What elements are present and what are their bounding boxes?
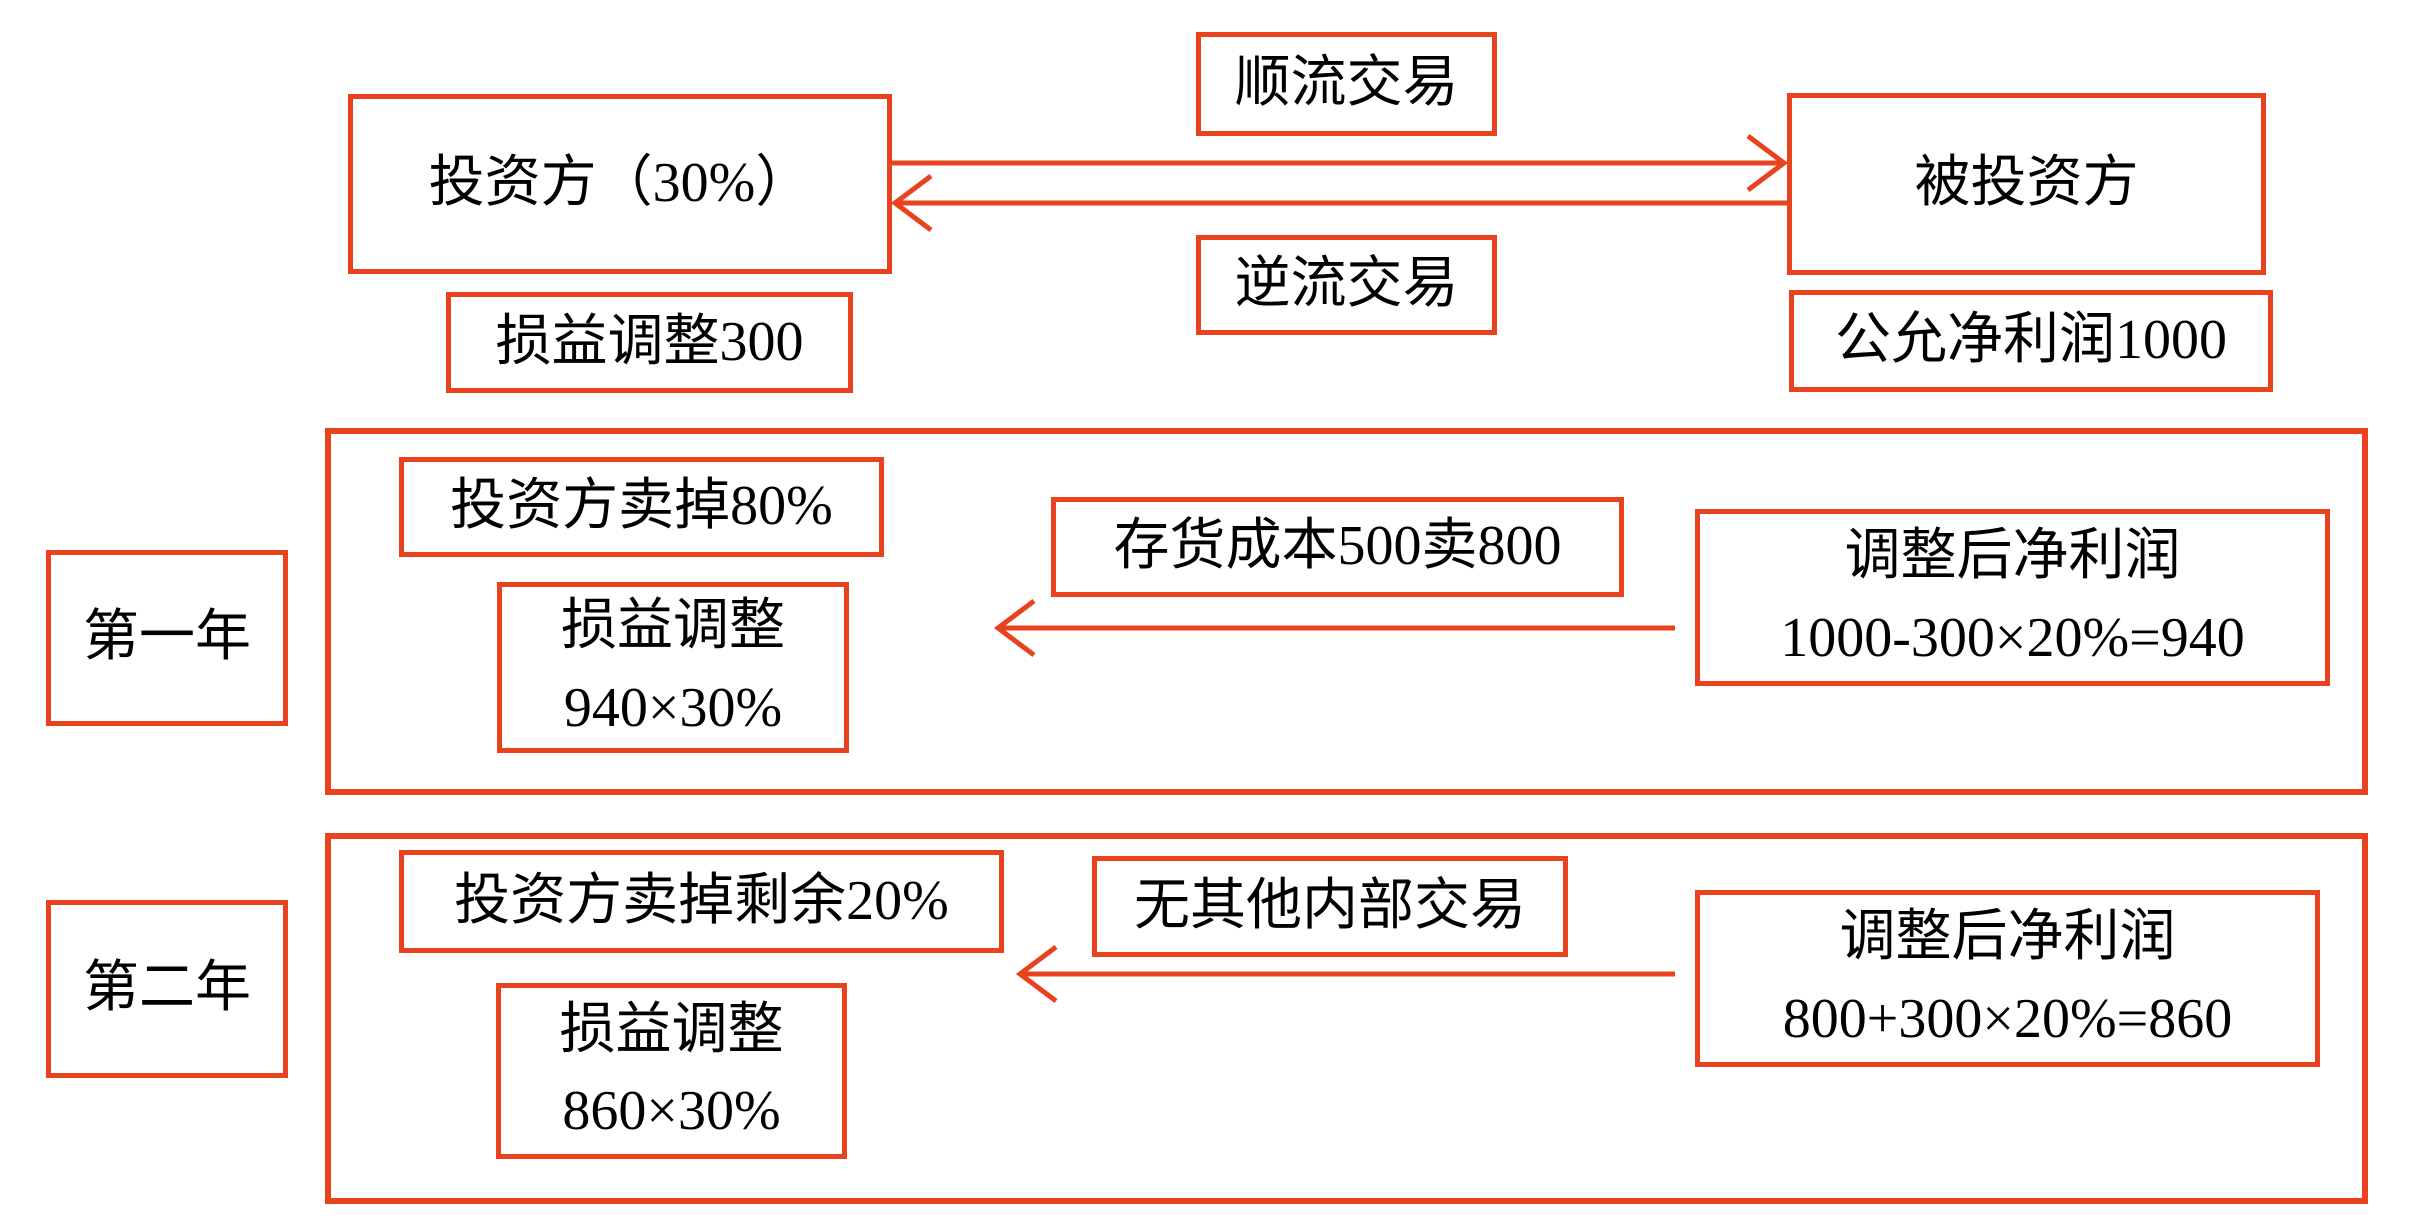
year2-net-profit-box: 调整后净利润 800+300×20%=860 (1695, 890, 2320, 1067)
year1-transaction-label: 存货成本500卖800 (1113, 515, 1562, 578)
investor-adjustment-note: 损益调整300 (495, 310, 804, 373)
year2-transaction-label: 无其他内部交易 (1134, 874, 1526, 937)
year2-transaction-box: 无其他内部交易 (1092, 856, 1568, 957)
year2-label-box: 第二年 (46, 900, 288, 1078)
year2-adjustment-line2: 860×30% (562, 1080, 781, 1142)
year1-sell-box: 投资方卖掉80% (399, 457, 884, 557)
investee-fair-profit-note: 公允净利润1000 (1835, 309, 2227, 372)
year1-net-profit-box: 调整后净利润 1000-300×20%=940 (1695, 509, 2330, 686)
year1-transaction-box: 存货成本500卖800 (1051, 497, 1624, 597)
year1-adjustment-line2: 940×30% (563, 676, 783, 739)
year1-net-profit-line2: 1000-300×20%=940 (1780, 606, 2245, 669)
year1-container (325, 428, 2368, 795)
year2-net-profit-line1: 调整后净利润 (1839, 906, 2176, 969)
year1-sell-label: 投资方卖掉80% (450, 475, 833, 538)
year1-adjustment-line1: 损益调整 (561, 595, 785, 658)
investee-fair-profit-note-box: 公允净利润1000 (1789, 290, 2273, 392)
year2-adjustment-line1: 损益调整 (559, 998, 784, 1061)
downstream-arrow (892, 134, 1789, 192)
upstream-transaction-label-box: 逆流交易 (1196, 235, 1497, 335)
year2-label: 第二年 (83, 957, 251, 1020)
investor-adjustment-note-box: 损益调整300 (446, 292, 853, 393)
year1-label: 第一年 (83, 606, 251, 669)
year2-sell-label: 投资方卖掉剩余20% (454, 869, 949, 932)
year1-adjustment-box: 损益调整 940×30% (497, 582, 849, 753)
year2-container (325, 833, 2368, 1204)
upstream-transaction-label: 逆流交易 (1234, 253, 1459, 316)
investor-box: 投资方（30%） (348, 94, 892, 274)
downstream-transaction-label-box: 顺流交易 (1196, 32, 1497, 136)
upstream-arrow (890, 174, 1787, 232)
year2-adjustment-box: 损益调整 860×30% (496, 983, 847, 1159)
year2-sell-box: 投资方卖掉剩余20% (399, 850, 1004, 953)
investee-box: 被投资方 (1787, 93, 2266, 275)
downstream-transaction-label: 顺流交易 (1234, 52, 1459, 115)
year1-net-profit-line1: 调整后净利润 (1844, 525, 2181, 588)
investee-label: 被投资方 (1914, 152, 2139, 215)
year1-label-box: 第一年 (46, 550, 288, 726)
investor-label: 投资方（30%） (428, 152, 812, 215)
year2-net-profit-line2: 800+300×20%=860 (1782, 987, 2233, 1050)
